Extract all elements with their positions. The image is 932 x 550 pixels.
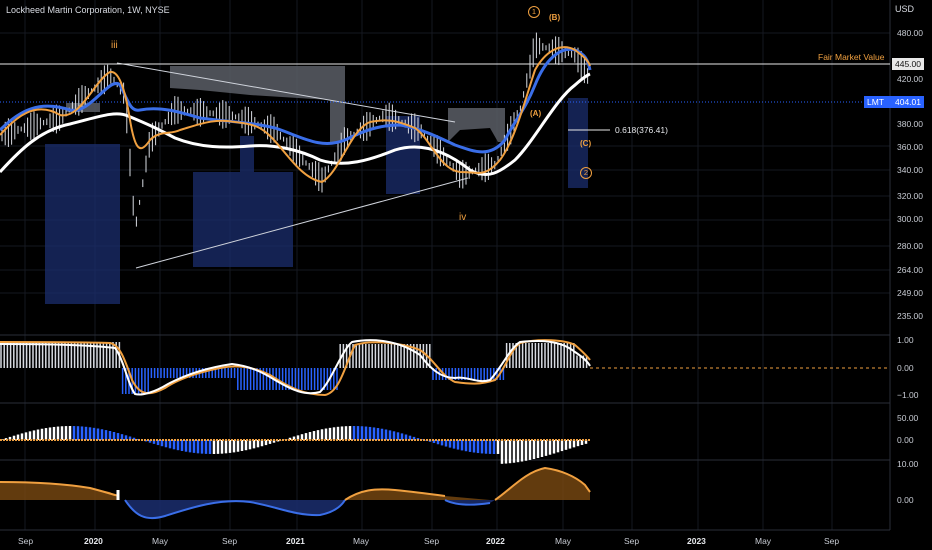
time-tick: May <box>755 536 772 546</box>
ma-blue <box>0 47 592 154</box>
wave-2-label: 2 <box>580 167 592 179</box>
osc3-tick: 10.00 <box>897 459 919 469</box>
currency-label: USD <box>894 4 914 14</box>
osc1-tick: −1.00 <box>897 390 919 400</box>
osc1-pane <box>0 339 890 397</box>
price-tick: 264.00 <box>897 265 923 275</box>
wave-1-label: 1 <box>528 6 540 18</box>
fair-value-label: Fair Market Value <box>818 52 885 62</box>
pane-separators <box>0 0 891 531</box>
time-tick: Sep <box>824 536 840 546</box>
wave-B-label: (B) <box>549 13 561 22</box>
wave-A-label: (A) <box>530 109 542 118</box>
price-tick: 480.00 <box>897 28 923 38</box>
price-tick: 340.00 <box>897 165 923 175</box>
triangle-lines <box>116 62 469 269</box>
price-tick: 320.00 <box>897 191 923 201</box>
price-tick: 280.00 <box>897 241 923 251</box>
time-tick: Sep <box>222 536 238 546</box>
price-tick: 380.00 <box>897 119 923 129</box>
price-tick: 249.00 <box>897 288 923 298</box>
ma-white <box>0 72 591 176</box>
price-tick: 235.00 <box>897 311 923 321</box>
time-tick: May <box>152 536 169 546</box>
time-tick: May <box>353 536 370 546</box>
time-tick: Sep <box>424 536 440 546</box>
price-tick: 420.00 <box>897 74 923 84</box>
time-tick: May <box>555 536 572 546</box>
osc2-pane <box>0 426 590 464</box>
osc2-tick: 0.00 <box>897 435 914 445</box>
osc3-pane <box>0 466 591 520</box>
osc3-tick: 0.00 <box>897 495 914 505</box>
wave-iv-label: iv <box>459 212 467 223</box>
last-price-badge: 404.01 <box>892 96 924 108</box>
price-tick: 360.00 <box>897 142 923 152</box>
time-tick: 2022 <box>486 536 505 546</box>
chart-title: Lockheed Martin Corporation, 1W, NYSE <box>6 5 170 15</box>
time-tick: 2020 <box>84 536 103 546</box>
time-tick: Sep <box>18 536 34 546</box>
osc1-tick: 0.00 <box>897 363 914 373</box>
time-tick: 2021 <box>286 536 305 546</box>
time-tick: Sep <box>624 536 640 546</box>
wave-C-label: (C) <box>580 139 592 148</box>
osc2-tick: 50.00 <box>897 413 919 423</box>
wave-iii-label: iii <box>111 40 118 51</box>
grid <box>0 0 890 530</box>
price-tick: 300.00 <box>897 214 923 224</box>
symbol-badge: LMT <box>864 96 892 108</box>
fair-value-badge: 445.00 <box>892 58 924 70</box>
ma-orange <box>0 46 591 184</box>
demand-zones <box>45 98 588 304</box>
fib-label: 0.618(376.41) <box>615 125 668 135</box>
time-tick: 2023 <box>687 536 706 546</box>
osc1-tick: 1.00 <box>897 335 914 345</box>
